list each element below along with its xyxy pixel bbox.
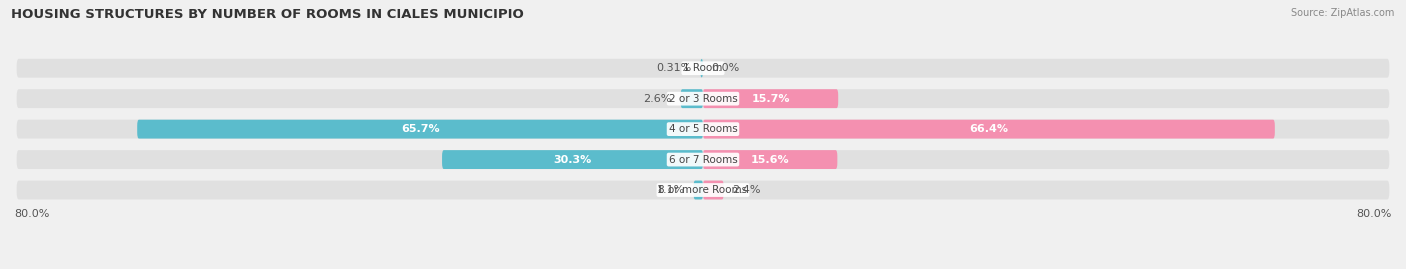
Text: 80.0%: 80.0% — [1357, 209, 1392, 219]
FancyBboxPatch shape — [17, 150, 1389, 169]
Text: 8 or more Rooms: 8 or more Rooms — [658, 185, 748, 195]
FancyBboxPatch shape — [703, 120, 1275, 139]
FancyBboxPatch shape — [703, 150, 838, 169]
Text: 2.4%: 2.4% — [733, 185, 761, 195]
Text: 15.6%: 15.6% — [751, 155, 790, 165]
FancyBboxPatch shape — [17, 89, 1389, 108]
Text: 66.4%: 66.4% — [969, 124, 1008, 134]
Text: 0.0%: 0.0% — [711, 63, 740, 73]
Text: 1.1%: 1.1% — [657, 185, 685, 195]
FancyBboxPatch shape — [681, 89, 703, 108]
Text: 4 or 5 Rooms: 4 or 5 Rooms — [669, 124, 737, 134]
Text: HOUSING STRUCTURES BY NUMBER OF ROOMS IN CIALES MUNICIPIO: HOUSING STRUCTURES BY NUMBER OF ROOMS IN… — [11, 8, 524, 21]
Text: 65.7%: 65.7% — [401, 124, 440, 134]
FancyBboxPatch shape — [138, 120, 703, 139]
Text: 6 or 7 Rooms: 6 or 7 Rooms — [669, 155, 737, 165]
FancyBboxPatch shape — [17, 59, 1389, 78]
Text: 80.0%: 80.0% — [14, 209, 49, 219]
FancyBboxPatch shape — [17, 180, 1389, 200]
Text: 2 or 3 Rooms: 2 or 3 Rooms — [669, 94, 737, 104]
FancyBboxPatch shape — [441, 150, 703, 169]
FancyBboxPatch shape — [703, 89, 838, 108]
FancyBboxPatch shape — [693, 180, 703, 200]
Text: 2.6%: 2.6% — [644, 94, 672, 104]
FancyBboxPatch shape — [700, 59, 703, 78]
Text: 0.31%: 0.31% — [657, 63, 692, 73]
Text: Source: ZipAtlas.com: Source: ZipAtlas.com — [1291, 8, 1395, 18]
Text: 1 Room: 1 Room — [683, 63, 723, 73]
FancyBboxPatch shape — [17, 120, 1389, 139]
Text: 15.7%: 15.7% — [751, 94, 790, 104]
FancyBboxPatch shape — [703, 180, 724, 200]
Text: 30.3%: 30.3% — [554, 155, 592, 165]
